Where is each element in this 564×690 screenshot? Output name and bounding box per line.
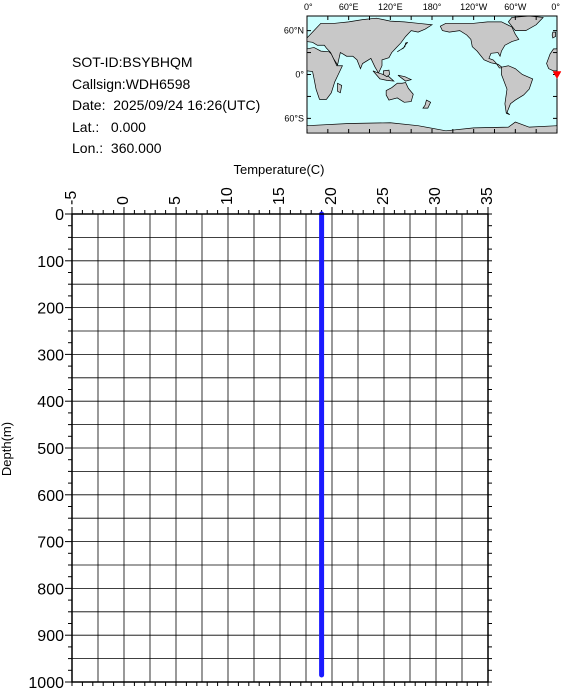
map-lon-label: 60°E [339,2,359,12]
map-lon-label: 120°E [378,2,403,12]
sot-id: SOT-ID:BSYBHQM [72,54,193,70]
map-lon-label: 0° [304,2,313,12]
landmass [337,82,343,94]
map-lon-label: 120°W [460,2,488,12]
observation-date: Date: 2025/09/24 16:26(UTC) [72,97,261,114]
landmass [385,82,414,103]
plot-frame [71,213,489,683]
x-tick-label: 35 [479,187,496,205]
y-tick-label: 0 [55,207,64,224]
y-tick-label: 600 [37,488,64,505]
landmass [397,74,413,82]
map-lon-label: 180° [423,2,442,12]
y-tick-labels: 0 100 200 300 400 500 600 700 800 900 1000 [28,207,64,690]
y-tick-label: 900 [37,628,64,645]
x-axis-title: Temperature(C) [233,162,324,177]
x-tick-label: 25 [375,187,392,205]
y-tick-label: 800 [37,581,64,598]
callsign: Callsign:WDH6598 [72,75,191,92]
y-tick-label: 1000 [28,675,64,690]
chart-ticks [65,207,492,686]
x-tick-label: -5 [63,191,80,205]
y-tick-label: 200 [37,301,64,318]
longitude: Lon.: 360.000 [72,140,162,157]
x-tick-label: 15 [271,187,288,205]
landmass [383,69,391,78]
map-lat-label: 0° [295,70,304,80]
landmass [306,47,343,100]
map-lon-label: 0° [551,2,560,12]
x-tick-label: 10 [219,187,236,205]
landmass [551,31,556,39]
x-tick-label: 0 [115,196,132,205]
x-tick-labels: -5 0 5 10 15 20 25 30 35 [63,187,496,205]
landmass [397,41,408,53]
map-lon-label: 60°W [504,2,527,12]
map-lat-label: 60°S [284,113,304,123]
y-tick-label: 400 [37,394,64,411]
x-tick-label: 20 [323,187,340,205]
x-tick-label: 30 [427,187,444,205]
map-land [306,15,558,134]
y-tick-label: 500 [37,441,64,458]
x-tick-label: 5 [167,196,184,205]
landmass [439,21,520,69]
location-marker-triangle [552,71,562,80]
landmass [372,70,395,82]
chart-grid [71,213,489,683]
landmass [546,48,558,72]
map-lat-label: 60°N [284,26,304,36]
y-axis-title: Depth(m) [0,422,14,476]
location-map: 0° 60°E 120°E 180° 120°W 60°W 0° 60°N 0° 60°S [284,2,562,134]
y-tick-label: 300 [37,347,64,364]
landmass [501,65,534,116]
latitude: Lat.: 0.000 [72,118,146,135]
map-labels: 0° 60°E 120°E 180° 120°W 60°W 0° 60°N 0° 60°S [284,2,561,123]
y-tick-label: 700 [37,535,64,552]
y-tick-label: 100 [37,254,64,271]
landmass [422,99,432,109]
location-marker [552,71,562,80]
float-info: SOT-ID:BSYBHQM Callsign:WDH6598 Date: 20… [72,52,260,160]
